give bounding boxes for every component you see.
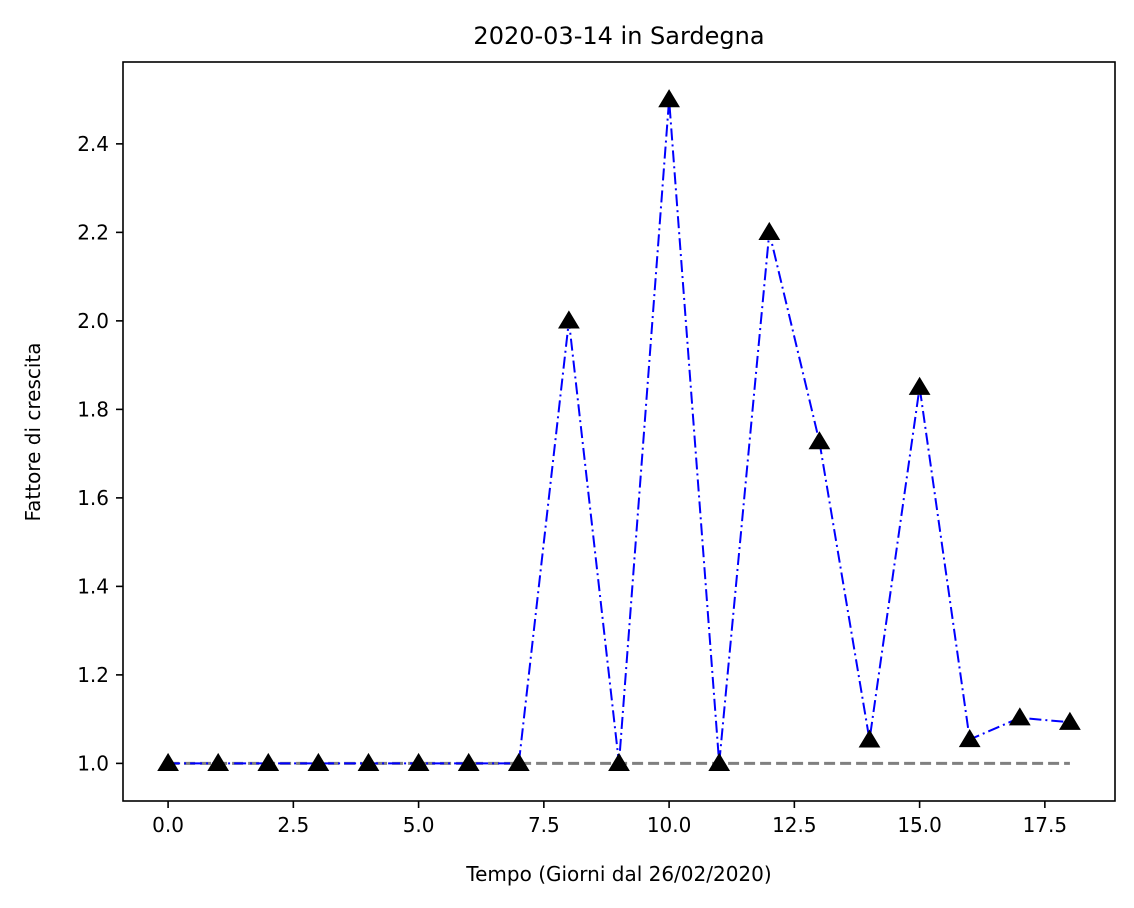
y-tick-label: 2.0 bbox=[77, 309, 109, 333]
data-point-marker bbox=[858, 729, 881, 748]
x-tick-label: 0.0 bbox=[152, 813, 184, 837]
data-point-marker bbox=[608, 752, 630, 772]
y-tick-label: 1.6 bbox=[77, 486, 109, 510]
y-tick-label: 2.4 bbox=[77, 132, 109, 156]
y-axis-label: Fattore di crescita bbox=[21, 342, 45, 521]
data-point-marker bbox=[307, 752, 330, 772]
data-point-marker bbox=[457, 752, 480, 772]
x-tick-label: 10.0 bbox=[647, 813, 692, 837]
y-tick-label: 1.4 bbox=[77, 574, 109, 598]
x-axis-label: Tempo (Giorni dal 26/02/2020) bbox=[465, 862, 771, 886]
data-point-marker bbox=[407, 752, 430, 772]
data-point-marker bbox=[708, 752, 731, 772]
data-point-marker bbox=[958, 729, 981, 748]
series-line bbox=[168, 98, 1070, 765]
data-point-marker bbox=[157, 752, 179, 772]
data-point-marker bbox=[1008, 707, 1031, 726]
data-point-marker bbox=[658, 89, 680, 108]
y-tick-label: 1.0 bbox=[77, 751, 109, 775]
data-point-marker bbox=[758, 221, 781, 240]
data-point-marker bbox=[1059, 711, 1081, 730]
x-tick-label: 2.5 bbox=[277, 813, 309, 837]
plot-area: 0.0 2.5 5.0 7.5 10.0 12.5 15.0 17.5 1.0 1.2 1.4 1.6… bbox=[77, 61, 1116, 837]
plot-frame bbox=[122, 61, 1116, 802]
chart-title: 2020-03-14 in Sardegna bbox=[473, 22, 764, 50]
data-point-marker bbox=[808, 431, 831, 450]
y-tick-label: 2.2 bbox=[77, 220, 109, 244]
x-tick-label: 12.5 bbox=[772, 813, 817, 837]
data-point-marker bbox=[507, 752, 530, 772]
data-point-marker bbox=[558, 310, 580, 329]
data-point-marker bbox=[357, 752, 380, 772]
x-tick-label: 5.0 bbox=[403, 813, 435, 837]
data-point-marker bbox=[908, 376, 931, 395]
x-tick-label: 15.0 bbox=[897, 813, 942, 837]
data-point-marker bbox=[257, 752, 280, 772]
y-tick-label: 1.2 bbox=[77, 663, 109, 687]
data-point-marker bbox=[207, 752, 230, 772]
x-tick-label: 17.5 bbox=[1023, 813, 1068, 837]
y-tick-label: 1.8 bbox=[77, 397, 109, 421]
x-tick-label: 7.5 bbox=[528, 813, 560, 837]
